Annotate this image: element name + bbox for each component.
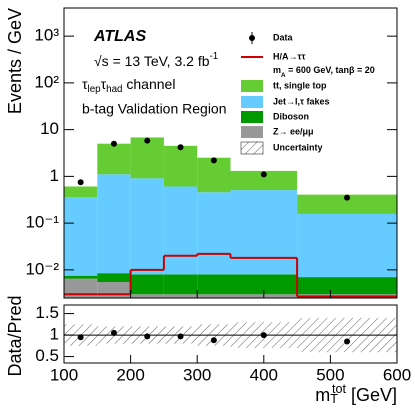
stack-bar bbox=[230, 170, 298, 191]
x-tick-label: 400 bbox=[250, 365, 278, 384]
stack-bar bbox=[97, 281, 131, 298]
stack-bar bbox=[130, 294, 164, 298]
stack-bar bbox=[197, 157, 231, 193]
x-tick-label: 200 bbox=[116, 365, 144, 384]
data-point bbox=[144, 137, 151, 144]
x-tick-label: 500 bbox=[316, 365, 344, 384]
y-tick-label: 10³ bbox=[34, 26, 59, 45]
legend-label: Data bbox=[273, 32, 294, 42]
stack-bar bbox=[163, 274, 198, 295]
y-tick-label: 10⁻¹ bbox=[25, 213, 59, 232]
x-axis-label: mTtot [GeV] bbox=[315, 382, 397, 406]
legend-label: Z→ ee/μμ bbox=[273, 126, 314, 136]
experiment-label: ATLAS bbox=[93, 28, 146, 45]
energy-label-part: √s = 13 TeV, 3.2 fb bbox=[94, 53, 210, 69]
data-point bbox=[260, 171, 267, 178]
stack-bar bbox=[197, 274, 231, 295]
ratio-point bbox=[260, 332, 267, 339]
channel-label: τlepτhad channel bbox=[82, 76, 175, 95]
stack-bar bbox=[130, 178, 164, 275]
stack-bar bbox=[197, 294, 231, 298]
stack-bar bbox=[297, 213, 397, 278]
ratio-y-tick-label: 0.5 bbox=[35, 346, 59, 365]
ratio-point bbox=[77, 334, 84, 341]
ratio-y-tick-label: 1.5 bbox=[35, 303, 59, 322]
legend-sublabel: mA = 600 GeV, tanβ = 20 bbox=[273, 65, 375, 78]
legend-label: tt, single top bbox=[273, 80, 327, 90]
y-axis-label: Events / GeV bbox=[5, 8, 25, 114]
y-tick-label: 10² bbox=[34, 72, 59, 91]
legend-swatch bbox=[241, 126, 263, 138]
x-axis-label-part: tot bbox=[332, 382, 347, 396]
stack-bar bbox=[230, 274, 298, 295]
stack-bar bbox=[130, 137, 164, 179]
channel-label-part: had bbox=[106, 84, 122, 95]
stack-bar bbox=[297, 194, 397, 214]
legend-swatch bbox=[241, 80, 263, 92]
legend-sublabel-part: A bbox=[281, 72, 286, 79]
y-tick-label: 1 bbox=[50, 166, 59, 185]
energy-label: √s = 13 TeV, 3.2 fb-1 bbox=[94, 51, 218, 69]
stack-bar bbox=[163, 186, 198, 275]
legend-sublabel-part: = 600 GeV, tanβ = 20 bbox=[286, 65, 375, 75]
x-axis-label-part: T bbox=[330, 392, 338, 406]
stack-bar bbox=[163, 145, 198, 187]
region-label: b-tag Validation Region bbox=[82, 101, 227, 117]
legend-label: Uncertainty bbox=[273, 142, 323, 152]
legend-label: Diboson bbox=[273, 111, 309, 121]
data-point bbox=[110, 140, 117, 147]
data-point bbox=[344, 194, 351, 201]
legend-label: H/A→ττ bbox=[273, 51, 306, 61]
ratio-point bbox=[144, 333, 151, 340]
ratio-y-axis-label: Data/Pred bbox=[5, 295, 25, 376]
legend-swatch bbox=[240, 141, 264, 155]
channel-label-part: lep bbox=[88, 84, 102, 95]
energy-label-part: -1 bbox=[210, 51, 219, 62]
stack-bar bbox=[64, 275, 98, 279]
stack-bar bbox=[230, 190, 298, 275]
stack-bar bbox=[64, 278, 98, 298]
ratio-point bbox=[177, 333, 184, 340]
stack-bar bbox=[97, 174, 131, 274]
stack-bar bbox=[163, 294, 198, 298]
x-tick-label: 600 bbox=[383, 365, 411, 384]
data-point bbox=[77, 179, 84, 186]
plot-frame bbox=[63, 7, 398, 299]
channel-label-part: τ bbox=[101, 76, 107, 92]
y-tick-label: 10 bbox=[40, 119, 59, 138]
x-tick-label: 100 bbox=[50, 365, 78, 384]
data-point bbox=[177, 144, 184, 151]
legend-swatch bbox=[241, 111, 263, 123]
channel-label-part: channel bbox=[123, 76, 176, 92]
y-tick-label: 10⁻² bbox=[25, 259, 59, 278]
legend-sublabel-part: m bbox=[273, 65, 281, 75]
stack-bar bbox=[297, 277, 397, 295]
ratio-y-tick-label: 1 bbox=[50, 325, 59, 344]
stack-bar bbox=[97, 143, 131, 175]
stack-bar bbox=[64, 186, 98, 198]
stack-bar bbox=[130, 274, 164, 295]
legend-label: Jet→l,τ fakes bbox=[273, 96, 330, 106]
stack-bar bbox=[64, 197, 98, 276]
ratio-point bbox=[210, 337, 217, 344]
x-axis-label-part: [GeV] bbox=[346, 385, 397, 405]
legend-swatch bbox=[241, 96, 263, 108]
stack-bar bbox=[97, 273, 131, 282]
x-axis-label-part: m bbox=[315, 385, 330, 405]
ratio-point bbox=[110, 329, 117, 336]
channel-label-part: τ bbox=[82, 76, 88, 92]
x-tick-label: 300 bbox=[183, 365, 211, 384]
data-point bbox=[210, 157, 217, 164]
stack-bar bbox=[197, 192, 231, 275]
ratio-point bbox=[344, 338, 351, 345]
